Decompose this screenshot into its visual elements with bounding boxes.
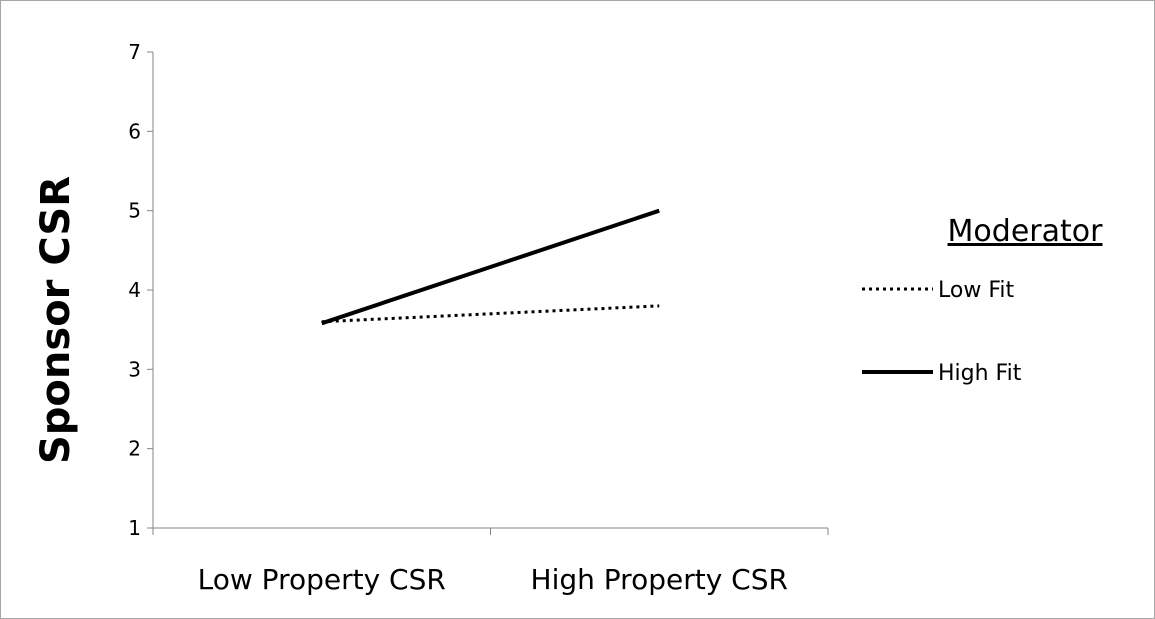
y-tick-label: 4 — [128, 278, 141, 302]
series-line-low-fit — [321, 304, 660, 324]
y-tick-label: 1 — [128, 516, 141, 540]
y-tick-label: 5 — [128, 199, 141, 223]
x-tick-label: High Property CSR — [531, 563, 788, 596]
y-tick-label: 6 — [128, 119, 141, 143]
y-tick-label: 2 — [128, 437, 141, 461]
x-tick-label: Low Property CSR — [198, 563, 446, 596]
legend-label: High Fit — [938, 361, 1022, 386]
y-axis-label: Sponsor CSR — [33, 176, 79, 464]
series-line-high-fit — [321, 208, 660, 326]
y-tick-label: 7 — [128, 40, 141, 64]
x-ticks: Low Property CSR High Property CSR — [152, 528, 829, 596]
series-lines — [321, 208, 660, 326]
legend-title: Moderator — [948, 214, 1104, 249]
legend: Moderator Low Fit High Fit — [862, 214, 1103, 386]
y-ticks: 1 2 3 4 5 6 7 — [128, 40, 153, 540]
y-tick-label: 3 — [128, 357, 141, 381]
legend-label: Low Fit — [938, 278, 1014, 303]
